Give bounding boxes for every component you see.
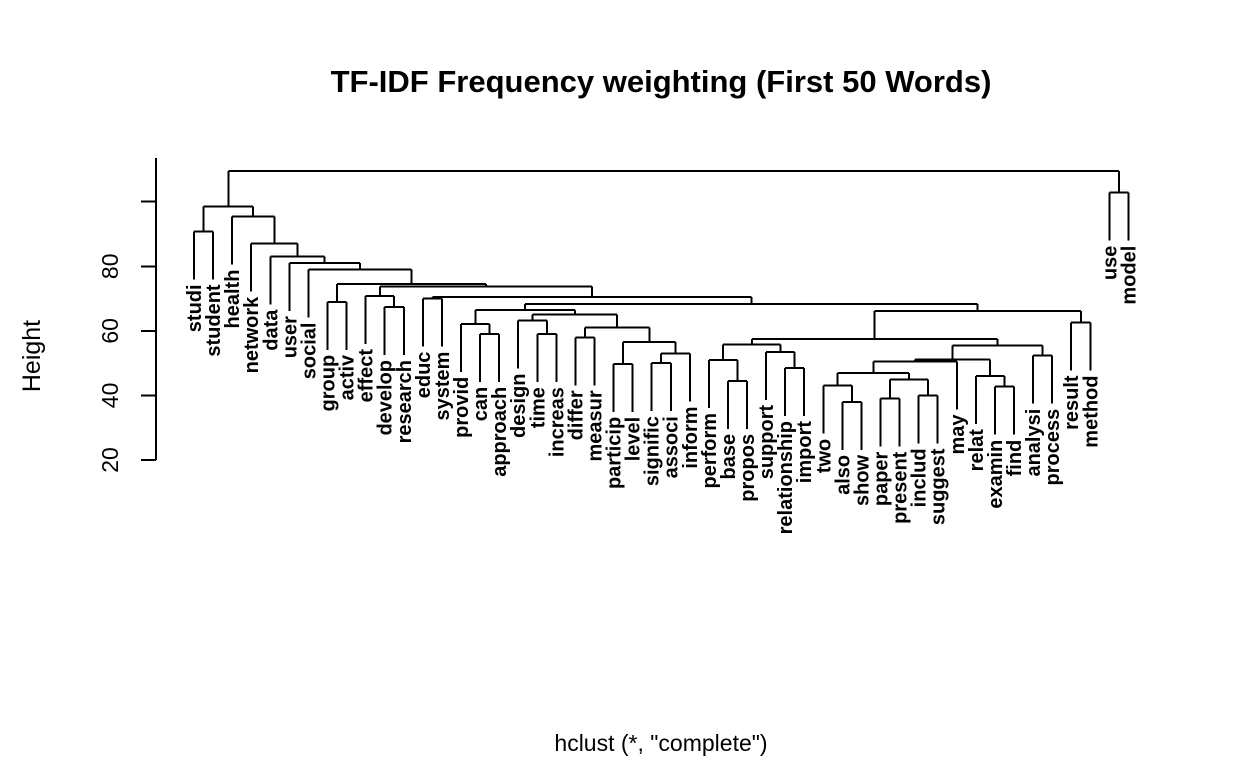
leaf-label-support: support: [756, 405, 778, 480]
leaf-label-group: group: [317, 355, 339, 412]
x-axis-title: hclust (*, "complete"): [554, 730, 768, 756]
chart-title: TF-IDF Frequency weighting (First 50 Wor…: [330, 64, 992, 99]
leaf-label-educ: educ: [413, 352, 435, 399]
leaf-label-two: two: [813, 439, 835, 473]
leaf-label-design: design: [508, 374, 530, 438]
leaf-label-method: method: [1080, 375, 1102, 447]
y-axis-tick-label-80: 80: [97, 253, 123, 279]
leaf-label-may: may: [947, 414, 969, 455]
leaf-label-relat: relat: [966, 429, 988, 472]
leaf-label-studi: studi: [184, 284, 206, 332]
leaf-label-associ: associ: [661, 416, 683, 478]
leaf-label-import: import: [794, 421, 816, 484]
leaf-label-show: show: [851, 454, 873, 506]
y-axis-title: Height: [18, 319, 46, 393]
leaf-label-inform: inform: [680, 406, 702, 468]
leaf-label-relationship: relationship: [775, 421, 797, 534]
leaf-label-student: student: [203, 284, 225, 357]
leaf-label-approach: approach: [489, 387, 511, 477]
leaf-label-user: user: [279, 316, 301, 358]
leaf-label-suggest: suggest: [928, 448, 950, 525]
leaf-label-increas: increas: [546, 387, 568, 457]
leaf-label-develop: develop: [375, 360, 397, 436]
leaf-label-propos: propos: [737, 434, 759, 502]
leaf-label-also: also: [832, 455, 854, 495]
leaf-label-level: level: [623, 417, 645, 461]
leaf-label-find: find: [1004, 440, 1026, 477]
leaf-label-particip: particip: [604, 417, 626, 489]
leaf-label-data: data: [260, 309, 282, 351]
leaf-label-perform: perform: [699, 413, 721, 489]
leaf-label-process: process: [1042, 409, 1064, 486]
leaf-label-research: research: [394, 360, 416, 443]
leaf-label-time: time: [527, 387, 549, 428]
y-axis-tick-label-40: 40: [97, 383, 123, 409]
leaf-label-paper: paper: [871, 451, 893, 506]
leaf-label-use: use: [1099, 246, 1121, 280]
leaf-label-base: base: [718, 434, 740, 480]
leaf-label-social: social: [298, 323, 320, 380]
leaf-label-system: system: [432, 352, 454, 421]
leaf-label-model: model: [1118, 246, 1140, 305]
leaf-label-health: health: [222, 270, 244, 329]
y-axis-tick-label-60: 60: [97, 318, 123, 344]
leaf-label-examin: examin: [985, 440, 1007, 509]
leaf-label-measur: measur: [584, 390, 606, 461]
leaf-label-activ: activ: [337, 354, 359, 400]
leaf-label-can: can: [470, 387, 492, 421]
leaf-label-result: result: [1061, 375, 1083, 430]
leaf-label-present: present: [890, 451, 912, 524]
y-axis-tick-label-20: 20: [97, 447, 123, 473]
leaf-label-effect: effect: [356, 349, 378, 403]
leaf-label-analysi: analysi: [1023, 409, 1045, 477]
leaf-label-signific: signific: [642, 416, 664, 486]
leaf-label-network: network: [241, 296, 263, 374]
leaf-label-differ: differ: [565, 390, 587, 440]
leaf-label-provid: provid: [451, 377, 473, 438]
leaf-label-includ: includ: [909, 448, 931, 507]
